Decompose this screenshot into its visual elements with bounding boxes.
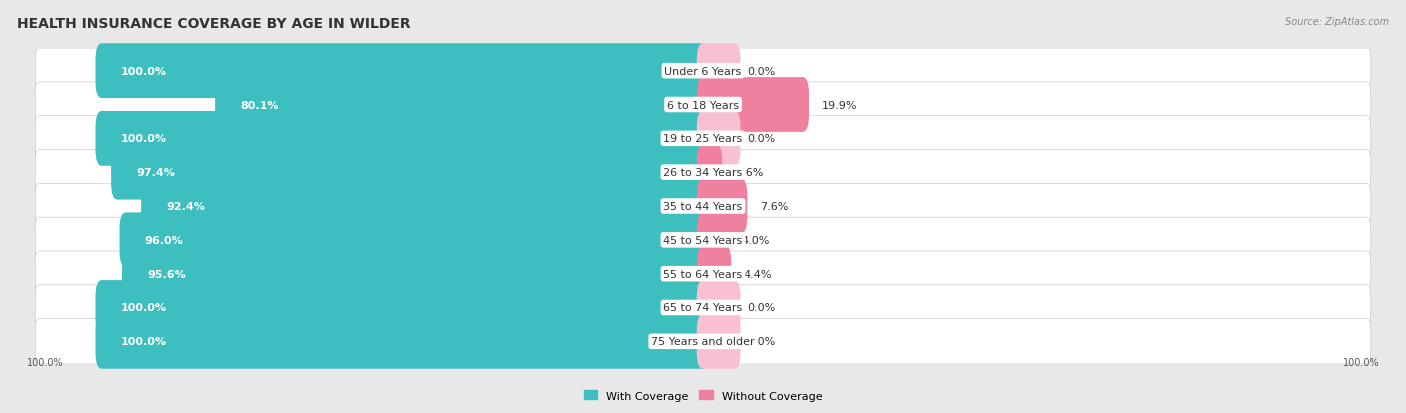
FancyBboxPatch shape <box>697 213 730 268</box>
Text: 95.6%: 95.6% <box>148 269 186 279</box>
FancyBboxPatch shape <box>697 179 748 234</box>
Text: 0.0%: 0.0% <box>747 134 775 144</box>
Text: 100.0%: 100.0% <box>121 303 166 313</box>
Text: 45 to 54 Years: 45 to 54 Years <box>664 235 742 245</box>
FancyBboxPatch shape <box>697 314 741 369</box>
FancyBboxPatch shape <box>697 280 741 335</box>
Legend: With Coverage, Without Coverage: With Coverage, Without Coverage <box>579 386 827 405</box>
FancyBboxPatch shape <box>215 78 709 133</box>
Text: 4.4%: 4.4% <box>744 269 772 279</box>
FancyBboxPatch shape <box>141 179 709 234</box>
Text: 4.0%: 4.0% <box>742 235 770 245</box>
Text: 100.0%: 100.0% <box>121 134 166 144</box>
FancyBboxPatch shape <box>122 247 709 301</box>
FancyBboxPatch shape <box>96 44 709 99</box>
Text: HEALTH INSURANCE COVERAGE BY AGE IN WILDER: HEALTH INSURANCE COVERAGE BY AGE IN WILD… <box>17 17 411 31</box>
Text: 19 to 25 Years: 19 to 25 Years <box>664 134 742 144</box>
FancyBboxPatch shape <box>697 112 741 166</box>
FancyBboxPatch shape <box>35 184 1371 229</box>
Text: 35 to 44 Years: 35 to 44 Years <box>664 202 742 211</box>
FancyBboxPatch shape <box>120 213 709 268</box>
FancyBboxPatch shape <box>35 116 1371 161</box>
Text: 0.0%: 0.0% <box>747 303 775 313</box>
Text: 100.0%: 100.0% <box>1343 357 1379 367</box>
FancyBboxPatch shape <box>96 280 709 335</box>
FancyBboxPatch shape <box>35 285 1371 330</box>
FancyBboxPatch shape <box>697 145 723 200</box>
Text: 92.4%: 92.4% <box>166 202 205 211</box>
FancyBboxPatch shape <box>697 247 731 301</box>
Text: 100.0%: 100.0% <box>121 337 166 347</box>
Text: Source: ZipAtlas.com: Source: ZipAtlas.com <box>1285 17 1389 26</box>
Text: 2.6%: 2.6% <box>735 168 763 178</box>
FancyBboxPatch shape <box>35 49 1371 94</box>
FancyBboxPatch shape <box>35 218 1371 263</box>
Text: 97.4%: 97.4% <box>136 168 174 178</box>
FancyBboxPatch shape <box>35 83 1371 128</box>
Text: 80.1%: 80.1% <box>240 100 278 110</box>
FancyBboxPatch shape <box>35 319 1371 364</box>
FancyBboxPatch shape <box>96 314 709 369</box>
FancyBboxPatch shape <box>96 112 709 166</box>
Text: 19.9%: 19.9% <box>821 100 858 110</box>
Text: 100.0%: 100.0% <box>121 66 166 76</box>
Text: 65 to 74 Years: 65 to 74 Years <box>664 303 742 313</box>
FancyBboxPatch shape <box>35 150 1371 195</box>
Text: 26 to 34 Years: 26 to 34 Years <box>664 168 742 178</box>
Text: 6 to 18 Years: 6 to 18 Years <box>666 100 740 110</box>
Text: 7.6%: 7.6% <box>759 202 789 211</box>
FancyBboxPatch shape <box>697 78 808 133</box>
Text: Under 6 Years: Under 6 Years <box>665 66 741 76</box>
Text: 0.0%: 0.0% <box>747 66 775 76</box>
FancyBboxPatch shape <box>697 44 741 99</box>
Text: 75 Years and older: 75 Years and older <box>651 337 755 347</box>
FancyBboxPatch shape <box>111 145 709 200</box>
Text: 55 to 64 Years: 55 to 64 Years <box>664 269 742 279</box>
FancyBboxPatch shape <box>35 252 1371 297</box>
Text: 100.0%: 100.0% <box>27 357 63 367</box>
Text: 96.0%: 96.0% <box>145 235 183 245</box>
Text: 0.0%: 0.0% <box>747 337 775 347</box>
